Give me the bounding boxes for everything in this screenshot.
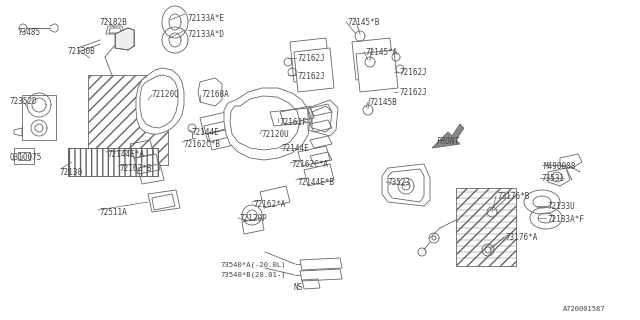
Text: 72133A*D: 72133A*D bbox=[188, 30, 225, 39]
Text: 72144E: 72144E bbox=[192, 128, 220, 137]
Bar bbox=[88, 75, 168, 165]
Text: M490008: M490008 bbox=[544, 162, 577, 171]
Bar bbox=[68, 148, 158, 176]
Text: 72162J: 72162J bbox=[298, 54, 326, 63]
Polygon shape bbox=[115, 28, 134, 50]
Polygon shape bbox=[294, 48, 334, 92]
Text: 72162C*A: 72162C*A bbox=[292, 160, 329, 169]
Polygon shape bbox=[224, 88, 310, 160]
Polygon shape bbox=[109, 28, 121, 33]
Polygon shape bbox=[352, 38, 394, 80]
Text: 72162*A: 72162*A bbox=[254, 200, 286, 209]
Bar bbox=[456, 188, 516, 266]
Text: 72162C*B: 72162C*B bbox=[184, 140, 221, 149]
Text: Q310075: Q310075 bbox=[10, 153, 42, 162]
Text: 72144E*A: 72144E*A bbox=[108, 150, 145, 159]
Text: 72162J: 72162J bbox=[298, 72, 326, 81]
Text: 72133A*F: 72133A*F bbox=[548, 215, 585, 224]
Text: 72145*A: 72145*A bbox=[366, 48, 398, 57]
Text: 73531: 73531 bbox=[542, 174, 565, 183]
Text: 73485: 73485 bbox=[18, 28, 41, 37]
Polygon shape bbox=[530, 207, 562, 229]
Text: 73176*A: 73176*A bbox=[506, 233, 538, 242]
Polygon shape bbox=[162, 6, 188, 38]
Text: 72162J: 72162J bbox=[400, 88, 428, 97]
Text: 72162*B: 72162*B bbox=[120, 164, 152, 173]
Polygon shape bbox=[106, 26, 124, 34]
Text: 72145*B: 72145*B bbox=[348, 18, 380, 27]
Text: 72133A*E: 72133A*E bbox=[188, 14, 225, 23]
Polygon shape bbox=[290, 38, 330, 82]
Polygon shape bbox=[432, 124, 464, 148]
Text: 72162J: 72162J bbox=[400, 68, 428, 77]
Text: 73540*B(20.01-): 73540*B(20.01-) bbox=[220, 272, 285, 278]
Polygon shape bbox=[162, 27, 188, 53]
Text: 72130B: 72130B bbox=[68, 47, 96, 56]
Text: 72133U: 72133U bbox=[548, 202, 576, 211]
Polygon shape bbox=[524, 190, 560, 214]
Text: 72145B: 72145B bbox=[370, 98, 397, 107]
Text: 73523: 73523 bbox=[388, 178, 411, 187]
Text: FRONT: FRONT bbox=[437, 137, 460, 146]
Text: 72511A: 72511A bbox=[100, 208, 128, 217]
Text: A720001587: A720001587 bbox=[563, 306, 605, 312]
Text: 72162F: 72162F bbox=[280, 118, 308, 127]
Text: 72130: 72130 bbox=[60, 168, 83, 177]
Polygon shape bbox=[356, 50, 398, 92]
Text: NS: NS bbox=[294, 283, 303, 292]
Polygon shape bbox=[136, 68, 184, 134]
Text: 72168A: 72168A bbox=[202, 90, 230, 99]
Text: 72120Q: 72120Q bbox=[152, 90, 180, 99]
Text: 72182B: 72182B bbox=[100, 18, 128, 27]
Text: 73540*A(-20.0L): 73540*A(-20.0L) bbox=[220, 262, 285, 268]
Text: 73176*B: 73176*B bbox=[498, 192, 531, 201]
Text: 72120P: 72120P bbox=[240, 214, 268, 223]
Text: 72144E*B: 72144E*B bbox=[298, 178, 335, 187]
Text: 72120U: 72120U bbox=[262, 130, 290, 139]
Text: 72352D: 72352D bbox=[10, 97, 38, 106]
Text: 72144E: 72144E bbox=[282, 144, 310, 153]
